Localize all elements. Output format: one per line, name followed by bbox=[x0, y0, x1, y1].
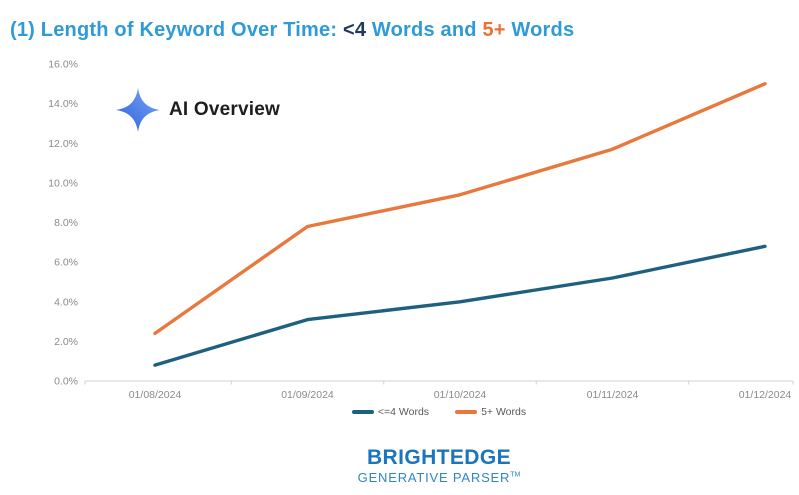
y-axis-label: 4.0% bbox=[54, 296, 78, 308]
x-axis-label: 01/09/2024 bbox=[281, 389, 334, 401]
title-mid: Words and bbox=[366, 19, 483, 42]
x-axis-label: 01/12/2024 bbox=[739, 389, 792, 401]
legend-label-lte4-words: <=4 Words bbox=[377, 406, 430, 418]
y-axis-label: 16.0% bbox=[48, 59, 78, 71]
title-short-keyword: <4 bbox=[342, 19, 367, 42]
series-line-5plus-words bbox=[153, 82, 767, 336]
y-axis-label: 8.0% bbox=[54, 217, 78, 229]
brightedge-logo: BRIGHTEDGE GENERATIVE PARSERTM bbox=[85, 446, 793, 485]
title-suffix: Words bbox=[505, 19, 575, 42]
title-prefix: (1) Length of Keyword Over Time: bbox=[10, 19, 343, 42]
legend-item-5plus-words: 5+ Words bbox=[455, 406, 526, 418]
y-axis-label: 0.0% bbox=[54, 376, 78, 388]
ai-sparkle-icon bbox=[116, 88, 160, 132]
brand-subtitle: GENERATIVE PARSERTM bbox=[85, 470, 793, 485]
keyword-length-line-chart: 0.0% 2.0% 4.0% 6.0% 8.0% 10.0% 12.0% 14.0% 16.0%… bbox=[48, 59, 794, 401]
x-axis-label: 01/08/2024 bbox=[129, 389, 182, 401]
brand-subtitle-text: GENERATIVE PARSER bbox=[357, 470, 511, 486]
legend-swatch-5plus-words bbox=[455, 410, 478, 414]
y-axis-label: 2.0% bbox=[54, 336, 78, 348]
y-axis-label: 14.0% bbox=[48, 98, 78, 110]
title-long-keyword: 5+ bbox=[482, 19, 506, 42]
page-title: (1) Length of Keyword Over Time: <4 Word… bbox=[10, 19, 574, 42]
brand-name: BRIGHTEDGE bbox=[366, 446, 511, 469]
legend-label-5plus-words: 5+ Words bbox=[481, 406, 527, 418]
y-axis-label: 6.0% bbox=[54, 257, 78, 269]
x-axis-label: 01/10/2024 bbox=[434, 389, 487, 401]
chart-legend: <=4 Words 5+ Words bbox=[85, 406, 793, 418]
legend-swatch-lte4-words bbox=[351, 410, 374, 414]
legend-item-lte4-words: <=4 Words bbox=[351, 406, 430, 418]
x-axis-label: 01/11/2024 bbox=[587, 389, 639, 401]
y-axis-label: 12.0% bbox=[48, 138, 78, 150]
ai-overview-label: AI Overview bbox=[169, 99, 280, 120]
y-axis-label: 10.0% bbox=[48, 177, 78, 189]
trademark-symbol: TM bbox=[510, 471, 521, 479]
ai-overview-badge: AI Overview bbox=[116, 88, 280, 132]
series-line-lte4-words bbox=[153, 244, 767, 367]
